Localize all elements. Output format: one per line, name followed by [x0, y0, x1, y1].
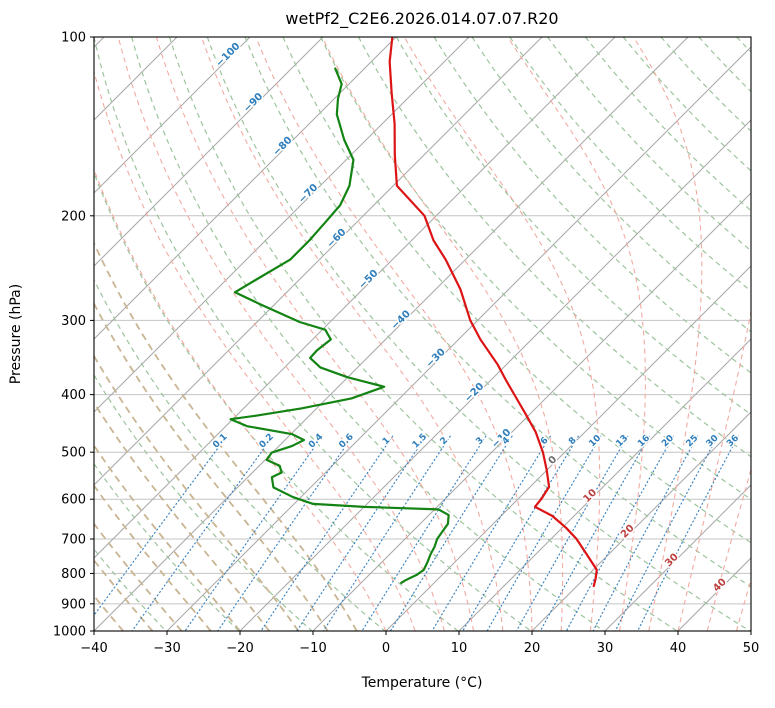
dry-adiabat-lines [94, 37, 751, 631]
y-tick-label: 700 [61, 532, 86, 547]
isotherm-label: −70 [297, 182, 321, 206]
y-tick-label: 200 [61, 209, 86, 224]
x-tick-label: 30 [597, 641, 614, 656]
mixing-ratio-label: 0.1 [211, 432, 229, 450]
x-tick-label: −20 [226, 641, 253, 656]
mixing-ratio-label: 8 [567, 436, 579, 448]
mixing-ratio-label: 25 [685, 433, 701, 449]
isotherm-label: 30 [663, 552, 681, 570]
chart-layers: −100−90−80−70−60−50−40−30−20−10010203040… [53, 31, 759, 657]
isotherm-lines [94, 37, 751, 631]
pressure-gridlines [94, 37, 751, 631]
x-tick-label: 50 [743, 641, 760, 656]
y-tick-label: 900 [61, 597, 86, 612]
mixing-ratio-label: 0.2 [258, 432, 276, 450]
x-axis-label: Temperature (°C) [361, 675, 483, 691]
moist-adiabat-lines-cold [94, 241, 358, 631]
y-tick-label: 800 [61, 567, 86, 582]
dewpoint-curve [229, 67, 450, 585]
y-tick-label: 500 [61, 446, 86, 461]
isotherm-label: −20 [463, 381, 487, 405]
x-tick-label: −10 [299, 641, 326, 656]
moist-adiabat-lines-warm [94, 37, 751, 631]
isotherm-label: −60 [325, 227, 349, 251]
y-axis-label: Pressure (hPa) [8, 284, 24, 384]
isotherm-label: −30 [424, 347, 448, 371]
isotherm-label: 20 [619, 523, 637, 541]
mixing-ratio-label: 16 [636, 433, 652, 449]
isotherm-label: −50 [357, 268, 381, 292]
mixing-ratio-label: 0.4 [307, 432, 325, 450]
isotherm-label: −100 [214, 41, 242, 69]
mixing-ratio-label: 20 [660, 433, 676, 449]
isotherm-label: 0 [547, 454, 560, 467]
isotherm-label: 10 [581, 487, 599, 505]
y-tick-label: 100 [61, 31, 86, 46]
mixing-ratio-label: 30 [705, 433, 721, 449]
x-tick-label: 0 [382, 641, 390, 656]
mixing-ratio-label: 0.6 [337, 432, 355, 450]
isotherm-label: −80 [271, 135, 295, 159]
y-tick-label: 400 [61, 388, 86, 403]
isotherm-label: 40 [711, 577, 729, 595]
x-tick-label: 10 [451, 641, 468, 656]
mixing-ratio-label: 1 [381, 436, 393, 448]
chart-title: wetPf2_C2E6.2026.014.07.07.R20 [285, 9, 558, 29]
x-tick-label: −30 [153, 641, 180, 656]
y-tick-label: 300 [61, 314, 86, 329]
mixing-ratio-label: 2 [439, 436, 451, 448]
temperature-curve [388, 37, 598, 588]
x-tick-label: 40 [670, 641, 687, 656]
y-tick-label: 600 [61, 493, 86, 508]
x-tick-label: 20 [524, 641, 541, 656]
y-tick-label: 1000 [53, 625, 86, 640]
isotherm-label: −90 [242, 91, 266, 115]
mixing-ratio-label: 3 [474, 436, 486, 448]
x-tick-label: −40 [80, 641, 107, 656]
